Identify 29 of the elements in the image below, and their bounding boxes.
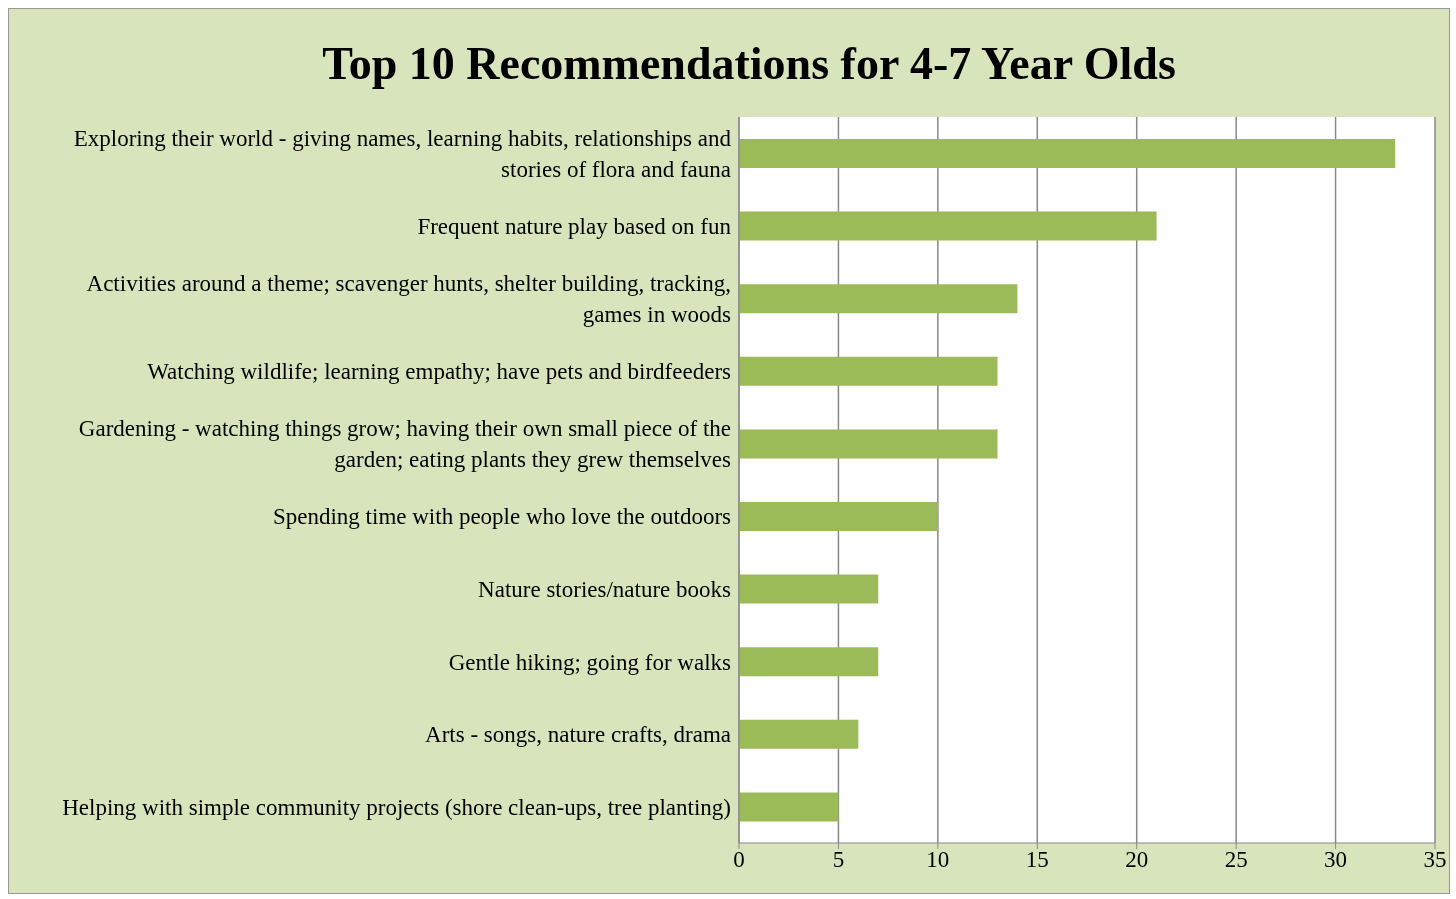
y-tick-label: Activities around a theme; scavenger hunts, shelter building, tracking, games in woods: [86, 270, 732, 327]
bar: [739, 139, 1396, 168]
y-tick-label: Nature stories/nature books: [478, 576, 732, 602]
bar: [739, 211, 1157, 241]
y-tick-label: Frequent nature play based on fun: [417, 213, 732, 239]
y-tick-label: Spending time with people who love the outdoors: [272, 503, 732, 529]
y-tick-label: Gentle hiking; going for walks: [448, 649, 732, 674]
bar: [739, 574, 879, 604]
x-tick-label: 15: [1025, 847, 1049, 873]
bar: [739, 429, 998, 459]
y-tick-label: Arts - songs, nature crafts, drama: [425, 721, 731, 747]
bar: [739, 284, 1018, 314]
bar: [739, 719, 859, 749]
x-tick-label: 25: [1224, 847, 1248, 873]
bar: [739, 502, 938, 531]
x-tick-label: 20: [1125, 847, 1149, 873]
y-tick-label: Gardening - watching things grow; having their own small piece of the garden; eating plants they grew themselves: [78, 415, 732, 472]
y-tick-label: Helping with simple community projects (shore clean-ups, tree planting): [62, 794, 731, 820]
bar: [739, 356, 998, 386]
x-tick-label: 0: [733, 847, 745, 873]
x-tick-label: 30: [1324, 847, 1348, 873]
bar: [739, 647, 879, 677]
x-tick-label: 35: [1423, 847, 1447, 873]
y-tick-label: Exploring their world - giving names, learning habits, relationships and stories of flora and fauna: [73, 125, 732, 182]
x-tick-label: 10: [926, 847, 950, 873]
chart-title: Top 10 Recommendations for 4-7 Year Olds: [321, 37, 1177, 91]
y-tick-label: Watching wildlife; learning empathy; have pets and birdfeeders: [147, 358, 732, 384]
bar: [739, 792, 839, 822]
x-tick-label: 5: [832, 847, 845, 873]
